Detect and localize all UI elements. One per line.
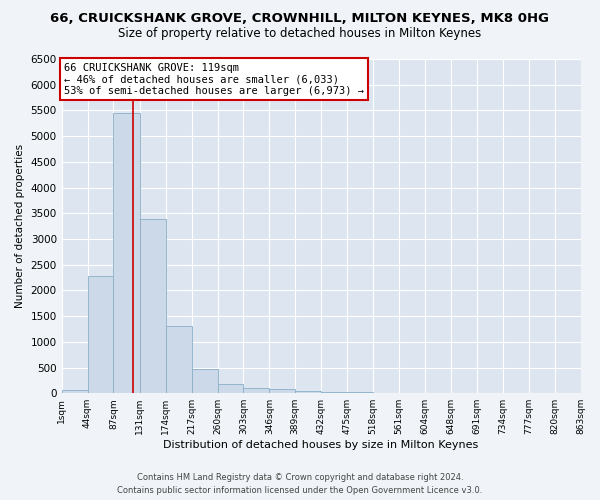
Bar <box>269 389 295 393</box>
X-axis label: Distribution of detached houses by size in Milton Keynes: Distribution of detached houses by size … <box>163 440 479 450</box>
Text: Size of property relative to detached houses in Milton Keynes: Size of property relative to detached ho… <box>118 28 482 40</box>
Bar <box>244 388 269 393</box>
Bar <box>140 220 166 393</box>
Bar <box>373 392 399 393</box>
Bar <box>88 276 113 393</box>
Text: 66, CRUICKSHANK GROVE, CROWNHILL, MILTON KEYNES, MK8 0HG: 66, CRUICKSHANK GROVE, CROWNHILL, MILTON… <box>50 12 550 26</box>
Y-axis label: Number of detached properties: Number of detached properties <box>15 144 25 308</box>
Bar <box>62 390 88 393</box>
Text: Contains HM Land Registry data © Crown copyright and database right 2024.
Contai: Contains HM Land Registry data © Crown c… <box>118 474 482 495</box>
Bar <box>191 368 218 393</box>
Text: 66 CRUICKSHANK GROVE: 119sqm
← 46% of detached houses are smaller (6,033)
53% of: 66 CRUICKSHANK GROVE: 119sqm ← 46% of de… <box>64 62 364 96</box>
Bar <box>321 392 347 393</box>
Bar <box>166 326 191 393</box>
Bar <box>113 113 140 393</box>
Bar <box>347 392 373 393</box>
Bar <box>295 390 321 393</box>
Bar <box>218 384 244 393</box>
